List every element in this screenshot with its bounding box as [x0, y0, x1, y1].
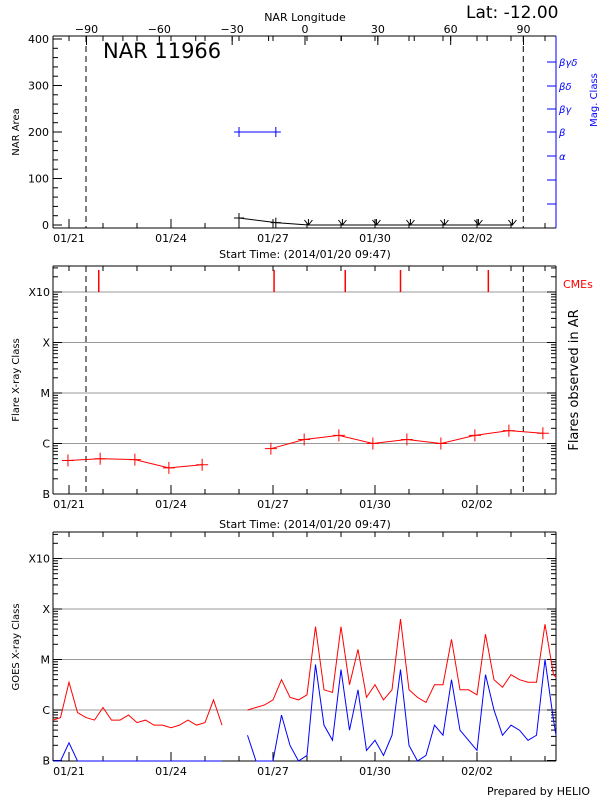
- footer-credit: Prepared by HELIO: [487, 785, 590, 798]
- panel2-x-tick-label: 02/02: [461, 498, 493, 511]
- longitude-tick-label: −90: [75, 23, 98, 36]
- mag-class-tick-label: β: [558, 128, 566, 139]
- panel2-y-tick-label: X10: [28, 286, 50, 299]
- flare-point: [94, 452, 107, 465]
- panel2-xlabel: Start Time: (2014/01/20 09:47): [219, 518, 391, 531]
- flare-point: [502, 424, 515, 437]
- flare-point: [162, 461, 175, 474]
- panel2-x-tick-label: 01/21: [53, 498, 85, 511]
- panel2-y-tick-label: C: [42, 438, 50, 451]
- panel3-y-tick-label: C: [42, 704, 50, 717]
- goes-line: [247, 659, 557, 762]
- longitude-tick-label: 60: [444, 23, 458, 36]
- area-zero-arrow: [372, 219, 381, 226]
- panel1-y-tick-label: 400: [28, 33, 49, 46]
- panel3-x-tick-label: 01/21: [53, 765, 85, 778]
- panel3-x-tick-label: 01/27: [257, 765, 289, 778]
- panel2-ylabel: Flare X-ray Class: [11, 338, 22, 422]
- panel3-y-tick-label: X10: [28, 553, 50, 566]
- panel1-xlabel: Start Time: (2014/01/20 09:47): [219, 248, 391, 261]
- area-point: [270, 217, 281, 228]
- flare-point: [298, 433, 311, 446]
- panel1-y-tick-label: 300: [28, 80, 49, 93]
- goes-line: [53, 741, 222, 762]
- panel2-y-tick-label: B: [42, 488, 50, 501]
- mag-class-tick-label: βγδ: [558, 58, 577, 69]
- longitude-tick-label: −30: [221, 23, 244, 36]
- longitude-tick-label: 30: [371, 23, 385, 36]
- flare-point: [196, 458, 209, 471]
- longitude-tick-label: −60: [148, 23, 171, 36]
- panel1-x-tick-label: 02/02: [461, 232, 493, 245]
- area-zero-arrow: [304, 219, 313, 226]
- panel1-x-tick-label: 01/27: [257, 232, 289, 245]
- panel3-y-tick-label: X: [42, 603, 50, 616]
- longitude-axis-title: NAR Longitude: [264, 11, 346, 24]
- panel1-ylabel-right: Mag. Class: [589, 73, 600, 127]
- panel1-x-tick-label: 01/21: [53, 232, 85, 245]
- mag-class-tick-label: βγ: [558, 105, 572, 116]
- flare-point: [468, 429, 481, 442]
- area-point: [234, 213, 244, 224]
- flare-point: [128, 453, 141, 466]
- longitude-tick-label: 90: [517, 23, 531, 36]
- panel3-x-tick-label: 02/02: [461, 765, 493, 778]
- panel3-x-tick-label: 01/30: [359, 765, 391, 778]
- flare-point: [61, 454, 74, 467]
- flare-point: [366, 437, 379, 450]
- region-title: NAR 11966: [103, 39, 221, 63]
- flare-point: [536, 427, 549, 440]
- panel2-y-tick-label: X: [42, 337, 50, 350]
- mag-class-point: [234, 127, 244, 137]
- panel1-y-tick-label: 0: [42, 219, 49, 232]
- panel1-x-tick-label: 01/30: [359, 232, 391, 245]
- panel2-x-tick-label: 01/24: [155, 498, 187, 511]
- mag-class-tick-label: βδ: [558, 82, 572, 93]
- area-zero-arrow: [474, 219, 483, 226]
- cme-label: CMEs: [563, 278, 593, 291]
- panel3-ylabel: GOES X-ray Class: [11, 603, 22, 690]
- area-zero-arrow: [338, 219, 347, 226]
- panel3-y-tick-label: B: [42, 755, 50, 768]
- area-zero-arrow: [406, 219, 415, 226]
- flare-point: [434, 437, 447, 450]
- flare-point: [264, 442, 277, 455]
- goes-line: [247, 619, 557, 711]
- area-zero-arrow: [508, 219, 517, 226]
- panel2-ylabel-right: Flares observed in AR: [567, 309, 582, 450]
- panel1-x-tick-label: 01/24: [155, 232, 187, 245]
- flare-point: [332, 429, 345, 442]
- panel2-y-tick-label: M: [41, 387, 51, 400]
- area-zero-arrow: [440, 219, 449, 226]
- panel1-y-tick-label: 200: [28, 126, 49, 139]
- panel3-x-tick-label: 01/24: [155, 765, 187, 778]
- longitude-tick-label: 0: [302, 23, 309, 36]
- flare-point: [400, 433, 413, 446]
- panel1-ylabel: NAR Area: [11, 108, 22, 155]
- mag-class-tick-label: α: [559, 152, 566, 163]
- panel2-x-tick-label: 01/30: [359, 498, 391, 511]
- goes-line: [52, 680, 223, 729]
- panel1-y-tick-label: 100: [28, 173, 49, 186]
- panel2-x-tick-label: 01/27: [257, 498, 289, 511]
- latitude-label: Lat: -12.00: [466, 3, 559, 23]
- panel3-y-tick-label: M: [41, 654, 51, 667]
- mag-class-point: [270, 127, 281, 137]
